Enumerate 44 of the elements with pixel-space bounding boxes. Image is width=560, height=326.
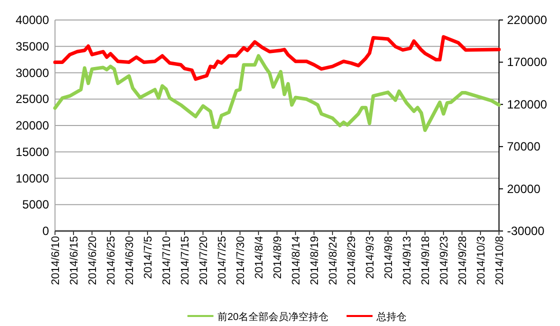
y2-tick-label: 120000 [507, 97, 548, 112]
y-tick-label: 5000 [22, 198, 50, 212]
x-tick-label: 2014/8/19 [309, 236, 321, 285]
y2-tick-label: 170000 [507, 55, 548, 70]
x-tick-label: 2014/8/4 [254, 236, 266, 279]
x-tick-label: 2014/6/15 [68, 236, 80, 285]
line-series [53, 54, 501, 132]
x-tick-label: 2014/9/28 [457, 236, 469, 285]
x-tick-label: 2014/7/10 [161, 236, 173, 285]
x-tick-label: 2014/7/5 [142, 236, 154, 279]
y-tick-label: 30000 [16, 66, 50, 80]
x-tick-label: 2014/6/30 [124, 236, 136, 285]
line-series [53, 35, 501, 81]
x-tick-label: 2014/9/8 [383, 236, 395, 279]
x-tick-label: 2014/9/18 [420, 236, 432, 285]
legend-label: 总持仓 [376, 311, 407, 323]
y-tick-label: 40000 [16, 13, 50, 27]
y-tick-label: 15000 [16, 144, 50, 159]
y2-tick-label: 20000 [507, 182, 541, 196]
x-tick-label: 2014/6/20 [87, 236, 99, 285]
y-tick-label: 25000 [16, 92, 50, 106]
x-tick-label: 2014/6/10 [50, 236, 62, 285]
x-tick-label: 2014/9/13 [402, 236, 414, 285]
x-tick-label: 2014/10/8 [494, 236, 506, 285]
x-tick-label: 2014/10/3 [476, 236, 488, 285]
y-tick-label: 10000 [16, 171, 50, 186]
y-tick-label: 0 [42, 224, 50, 238]
y2-tick-label: 220000 [507, 13, 548, 27]
x-tick-label: 2014/7/15 [180, 236, 192, 285]
y-tick-label: 35000 [16, 39, 50, 54]
x-tick-label: 2014/8/24 [328, 236, 340, 285]
y2-tick-label: -30000 [507, 224, 545, 238]
x-tick-label: 2014/7/30 [235, 236, 247, 285]
x-tick-label: 2014/8/9 [272, 236, 284, 279]
x-tick-label: 2014/7/20 [198, 236, 210, 285]
x-tick-label: 2014/8/29 [346, 236, 358, 285]
y-tick-label: 20000 [16, 118, 50, 132]
x-tick-label: 2014/9/3 [364, 236, 376, 279]
x-tick-label: 2014/6/25 [106, 236, 118, 285]
x-tick-label: 2014/7/25 [216, 236, 228, 285]
legend-label: 前20名全部会员净空持仓 [217, 311, 329, 323]
y2-tick-label: 70000 [507, 140, 541, 154]
x-tick-label: 2014/9/23 [438, 236, 450, 285]
x-tick-label: 2014/8/14 [290, 236, 302, 285]
